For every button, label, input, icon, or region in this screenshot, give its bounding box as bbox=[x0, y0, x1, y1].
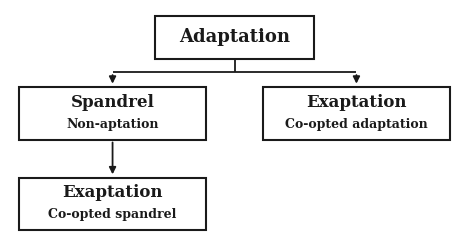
Bar bbox=[19, 87, 206, 140]
Text: Co-opted adaptation: Co-opted adaptation bbox=[285, 118, 428, 131]
Bar bbox=[19, 178, 206, 230]
Bar bbox=[155, 16, 314, 59]
Text: Exaptation: Exaptation bbox=[62, 184, 163, 201]
Text: Adaptation: Adaptation bbox=[179, 28, 290, 46]
Bar bbox=[263, 87, 450, 140]
Text: Co-opted spandrel: Co-opted spandrel bbox=[48, 208, 177, 221]
Text: Exaptation: Exaptation bbox=[306, 94, 407, 111]
Text: Spandrel: Spandrel bbox=[71, 94, 154, 111]
Text: Non-aptation: Non-aptation bbox=[66, 118, 159, 131]
